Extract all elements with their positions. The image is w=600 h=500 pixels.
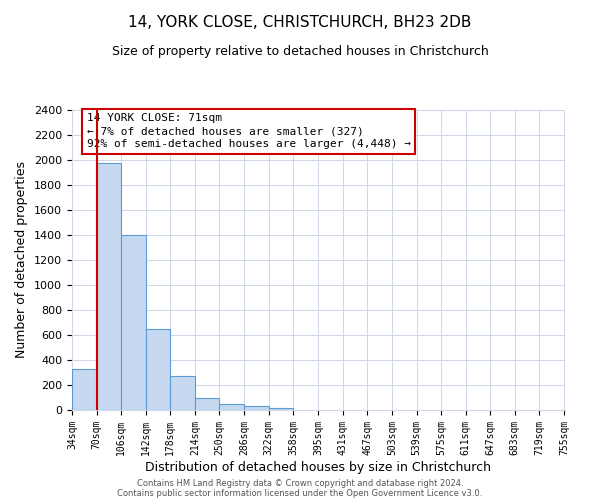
Bar (220, 404, 244, 410)
X-axis label: Distribution of detached houses by size in Christchurch: Distribution of detached houses by size … (145, 460, 491, 473)
Bar (269, 408, 293, 410)
Text: 14 YORK CLOSE: 71sqm
← 7% of detached houses are smaller (327)
92% of semi-detac: 14 YORK CLOSE: 71sqm ← 7% of detached ho… (87, 113, 411, 150)
Y-axis label: Number of detached properties: Number of detached properties (16, 162, 28, 358)
Bar (244, 406, 269, 410)
Bar (146, 329, 170, 410)
Text: Contains public sector information licensed under the Open Government Licence v3: Contains public sector information licen… (118, 488, 482, 498)
Text: 14, YORK CLOSE, CHRISTCHURCH, BH23 2DB: 14, YORK CLOSE, CHRISTCHURCH, BH23 2DB (128, 15, 472, 30)
Bar (195, 398, 220, 410)
Text: Contains HM Land Registry data © Crown copyright and database right 2024.: Contains HM Land Registry data © Crown c… (137, 478, 463, 488)
Bar (72, 370, 97, 410)
Text: Size of property relative to detached houses in Christchurch: Size of property relative to detached ho… (112, 45, 488, 58)
Bar (121, 235, 146, 410)
Bar (97, 162, 121, 410)
Bar (170, 376, 195, 410)
